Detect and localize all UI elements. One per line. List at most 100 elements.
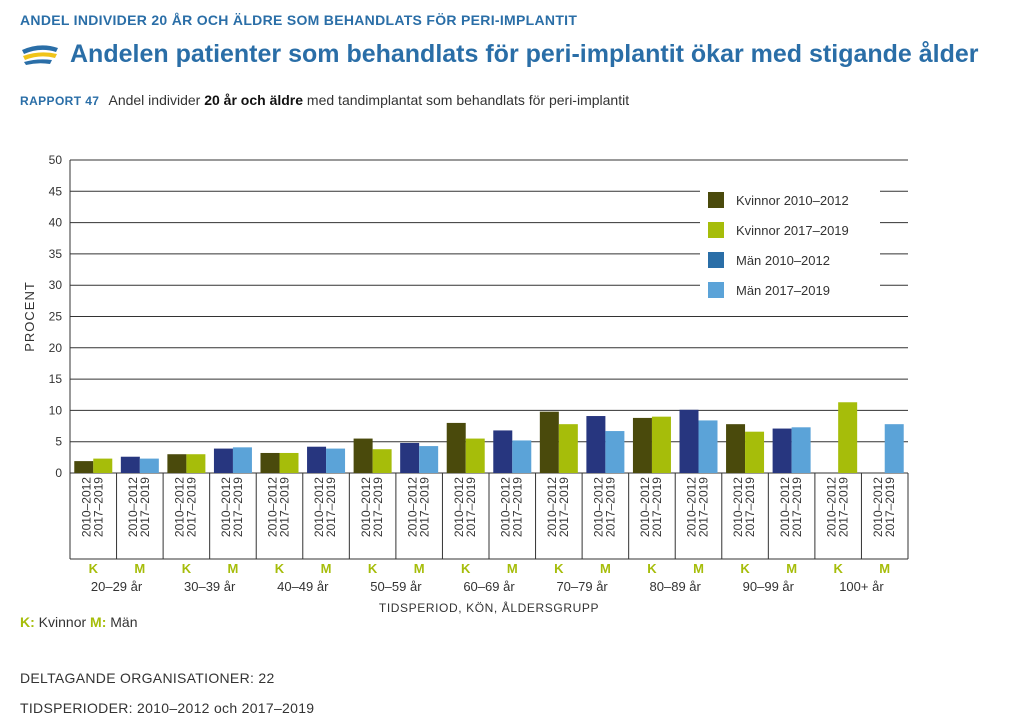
time-periods: TIDSPERIODER: 2010–2012 och 2017–2019 bbox=[20, 700, 315, 716]
bar bbox=[726, 424, 746, 473]
period-label: 2017–2019 bbox=[743, 477, 757, 537]
sex-label: K bbox=[740, 561, 750, 576]
sex-label: M bbox=[321, 561, 332, 576]
legend-label: Kvinnor 2010–2012 bbox=[736, 193, 849, 208]
bar bbox=[772, 428, 792, 473]
sex-label: K bbox=[182, 561, 192, 576]
sex-label: K bbox=[461, 561, 471, 576]
period-label: 2010–2012 bbox=[778, 477, 792, 537]
age-group-label: 100+ år bbox=[839, 579, 884, 594]
bar bbox=[139, 458, 159, 473]
period-label: 2017–2019 bbox=[836, 477, 850, 537]
organisations-count: DELTAGANDE ORGANISATIONER: 22 bbox=[20, 670, 275, 686]
period-label: 2010–2012 bbox=[312, 477, 326, 537]
period-label: 2017–2019 bbox=[464, 477, 478, 537]
sex-label: M bbox=[228, 561, 239, 576]
y-tick-label: 20 bbox=[49, 341, 63, 355]
chart-kicker: ANDEL INDIVIDER 20 ÅR OCH ÄLDRE SOM BEHA… bbox=[20, 12, 578, 28]
sex-label: K bbox=[647, 561, 657, 576]
bar bbox=[512, 440, 532, 473]
y-tick-label: 30 bbox=[49, 278, 63, 292]
y-tick-label: 40 bbox=[49, 216, 63, 230]
bar-chart: 05101520253035404550PROCENT2010–20122017… bbox=[22, 153, 909, 615]
m-key-text: Män bbox=[106, 614, 138, 630]
age-group-label: 90–99 år bbox=[743, 579, 795, 594]
sex-label: M bbox=[693, 561, 704, 576]
period-label: 2010–2012 bbox=[266, 477, 280, 537]
period-label: 2010–2012 bbox=[824, 477, 838, 537]
legend-box bbox=[700, 184, 880, 302]
bar bbox=[539, 411, 559, 473]
age-group-label: 20–29 år bbox=[91, 579, 143, 594]
period-label: 2010–2012 bbox=[498, 477, 512, 537]
legend-swatch bbox=[708, 252, 724, 268]
bar bbox=[213, 448, 233, 473]
bar bbox=[307, 446, 327, 473]
bar bbox=[632, 417, 652, 473]
bar bbox=[93, 458, 113, 473]
sex-label: K bbox=[833, 561, 843, 576]
period-label: 2017–2019 bbox=[510, 477, 524, 537]
k-key: K: bbox=[20, 614, 35, 630]
y-tick-label: 15 bbox=[49, 372, 63, 386]
bar bbox=[745, 431, 765, 473]
bar bbox=[353, 438, 373, 473]
subtitle-pre: Andel individer bbox=[108, 92, 205, 108]
legend-swatch bbox=[708, 222, 724, 238]
bar bbox=[260, 452, 280, 473]
bar bbox=[74, 461, 94, 473]
bar bbox=[838, 402, 858, 473]
k-key-text: Kvinnor bbox=[34, 614, 91, 630]
age-group-label: 70–79 år bbox=[556, 579, 608, 594]
sex-label: M bbox=[879, 561, 890, 576]
subtitle-post: med tandimplantat som behandlats för per… bbox=[303, 92, 630, 108]
bar bbox=[791, 427, 811, 473]
bar bbox=[679, 409, 699, 473]
sex-label: M bbox=[507, 561, 518, 576]
report-number: RAPPORT 47 bbox=[20, 94, 100, 108]
y-tick-label: 35 bbox=[49, 247, 63, 261]
sex-label: M bbox=[414, 561, 425, 576]
period-label: 2017–2019 bbox=[371, 477, 385, 537]
bar bbox=[120, 456, 140, 473]
age-group-label: 40–49 år bbox=[277, 579, 329, 594]
y-tick-label: 45 bbox=[49, 184, 63, 198]
period-label: 2010–2012 bbox=[871, 477, 885, 537]
x-axis-label: TIDSPERIOD, KÖN, ÅLDERSGRUPP bbox=[379, 600, 599, 615]
period-label: 2017–2019 bbox=[557, 477, 571, 537]
period-label: 2010–2012 bbox=[452, 477, 466, 537]
legend-label: Män 2010–2012 bbox=[736, 253, 830, 268]
bar bbox=[558, 424, 578, 473]
legend-swatch bbox=[708, 282, 724, 298]
period-label: 2010–2012 bbox=[731, 477, 745, 537]
period-label: 2017–2019 bbox=[91, 477, 105, 537]
period-label: 2010–2012 bbox=[638, 477, 652, 537]
bar bbox=[232, 447, 252, 473]
period-label: 2017–2019 bbox=[231, 477, 245, 537]
period-label: 2010–2012 bbox=[545, 477, 559, 537]
period-label: 2017–2019 bbox=[138, 477, 152, 537]
period-label: 2010–2012 bbox=[685, 477, 699, 537]
logo-icon bbox=[22, 45, 58, 65]
bar bbox=[698, 420, 718, 473]
sex-label: M bbox=[600, 561, 611, 576]
subtitle-bold: 20 år och äldre bbox=[204, 92, 304, 108]
period-label: 2017–2019 bbox=[697, 477, 711, 537]
period-label: 2010–2012 bbox=[79, 477, 93, 537]
period-label: 2017–2019 bbox=[185, 477, 199, 537]
bar bbox=[446, 422, 466, 473]
bar bbox=[186, 454, 206, 473]
period-label: 2017–2019 bbox=[604, 477, 618, 537]
page-title: Andelen patienter som behandlats för per… bbox=[70, 40, 979, 68]
sex-label: M bbox=[786, 561, 797, 576]
bar bbox=[605, 431, 625, 473]
bar bbox=[167, 454, 187, 473]
period-label: 2017–2019 bbox=[324, 477, 338, 537]
bar bbox=[493, 430, 513, 473]
y-tick-label: 0 bbox=[55, 466, 62, 480]
period-label: 2017–2019 bbox=[883, 477, 897, 537]
bar bbox=[372, 449, 392, 473]
period-label: 2010–2012 bbox=[359, 477, 373, 537]
bar bbox=[465, 438, 485, 473]
bar bbox=[279, 452, 299, 473]
